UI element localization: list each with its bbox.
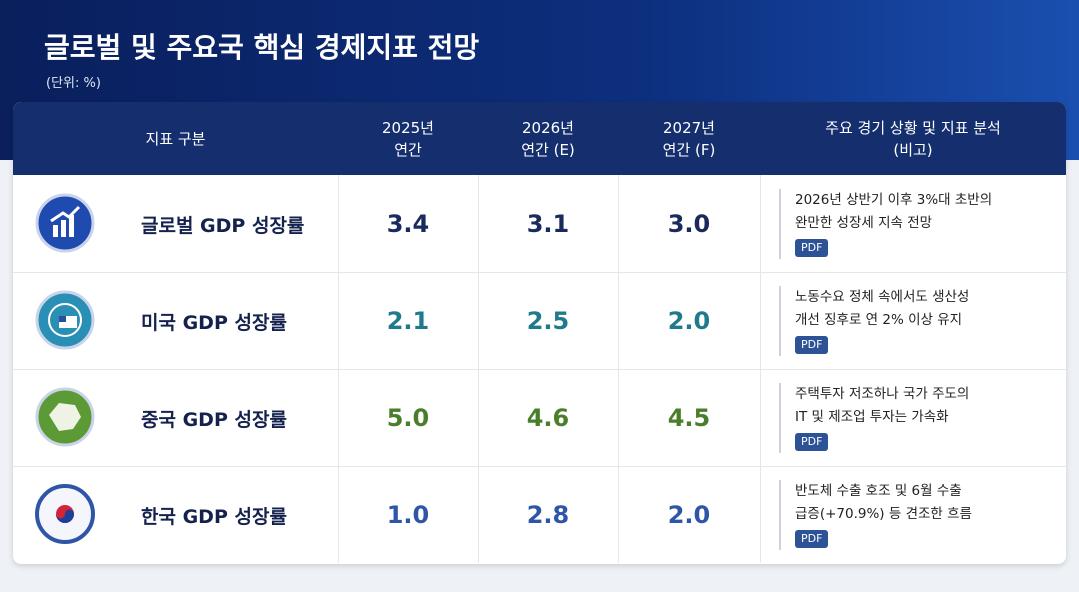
value-cell: 2.8 bbox=[478, 466, 619, 563]
row-label: 미국 GDP 성장률 bbox=[141, 312, 287, 334]
value-cell: 5.0 bbox=[338, 369, 479, 466]
note-line: 개선 징후로 연 2% 이상 유지 bbox=[795, 312, 963, 328]
header-text: 2027년 bbox=[663, 118, 715, 137]
note: 주택투자 저조하나 국가 주도의 IT 및 제조업 투자는 가속화 PDF bbox=[779, 383, 969, 453]
pdf-badge[interactable]: PDF bbox=[795, 433, 829, 451]
unit: (단위: %) bbox=[46, 76, 101, 91]
row-divider bbox=[13, 369, 1066, 370]
note-line: 반도체 수출 호조 및 6월 수출 bbox=[795, 483, 962, 499]
row-label: 중국 GDP 성장률 bbox=[141, 409, 287, 431]
note-line: 완만한 성장세 지속 전망 bbox=[795, 215, 933, 231]
header-text: 연간 bbox=[394, 140, 422, 159]
header-text: (비고) bbox=[893, 140, 933, 159]
row-divider bbox=[13, 466, 1066, 467]
title: 글로벌 및 주요국 핵심 경제지표 전망 bbox=[44, 31, 480, 64]
row-label: 한국 GDP 성장률 bbox=[141, 506, 287, 528]
row-divider bbox=[13, 272, 1066, 273]
value-cell: 2.5 bbox=[478, 272, 619, 369]
icon bbox=[35, 484, 95, 544]
cell-border bbox=[13, 369, 339, 466]
icon bbox=[35, 193, 95, 253]
icon bbox=[35, 387, 95, 447]
value-cell: 1.0 bbox=[338, 466, 479, 563]
cell-border bbox=[13, 466, 339, 563]
value-cell: 2.1 bbox=[338, 272, 479, 369]
header-text: 2025년 bbox=[382, 118, 434, 137]
icon bbox=[35, 290, 95, 350]
note-line: 주택투자 저조하나 국가 주도의 bbox=[795, 386, 970, 402]
row-icon bbox=[35, 387, 95, 447]
value-cell: 2.0 bbox=[618, 272, 761, 369]
row-label: 글로벌 GDP 성장률 bbox=[141, 215, 305, 237]
note-line: 급증(+70.9%) 등 견조한 흐름 bbox=[795, 506, 972, 522]
value-cell: 3.4 bbox=[338, 175, 479, 272]
header-text: 2026년 bbox=[522, 118, 574, 137]
note-line: 2026년 상반기 이후 3%대 초반의 bbox=[795, 192, 993, 208]
cell-border bbox=[13, 272, 339, 369]
pdf-badge[interactable]: PDF bbox=[795, 336, 829, 354]
header-text: 주요 경기 상황 및 지표 분석 bbox=[825, 118, 1001, 137]
row-icon bbox=[35, 484, 95, 544]
header-text: 지표 구분 bbox=[145, 129, 206, 148]
value-cell: 3.1 bbox=[478, 175, 619, 272]
cell-border bbox=[13, 175, 339, 272]
header-cell: 지표 구분 bbox=[13, 102, 339, 175]
pdf-badge[interactable]: PDF bbox=[795, 530, 829, 548]
table: 지표 구분 2025년 연간 2026년 연간 (E) 2027년 연간 (F) 주요 경기 … bbox=[13, 102, 1066, 564]
note-line: 노동수요 정체 속에서도 생산성 bbox=[795, 289, 970, 305]
value-cell: 3.0 bbox=[618, 175, 761, 272]
row-icon bbox=[35, 193, 95, 253]
header-cell: 주요 경기 상황 및 지표 분석 (비고) bbox=[760, 102, 1066, 175]
value-cell: 2.0 bbox=[618, 466, 761, 563]
value-cell: 4.5 bbox=[618, 369, 761, 466]
row-icon bbox=[35, 290, 95, 350]
pdf-badge[interactable]: PDF bbox=[795, 239, 829, 257]
note-line: IT 및 제조업 투자는 가속화 bbox=[795, 409, 949, 425]
header-text: 연간 (E) bbox=[521, 140, 575, 159]
header-text: 연간 (F) bbox=[662, 140, 716, 159]
value-cell: 4.6 bbox=[478, 369, 619, 466]
